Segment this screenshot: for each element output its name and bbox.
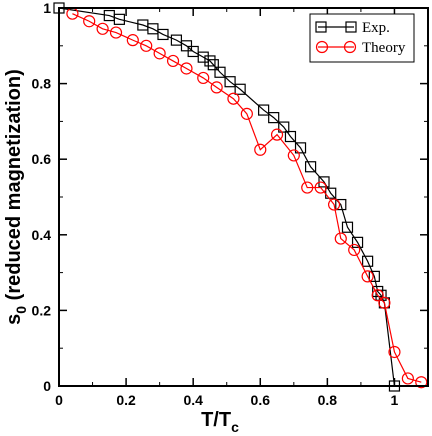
legend-label-exp: Exp. (362, 20, 390, 36)
y-axis-title-post: (reduced magnetization) (3, 69, 25, 306)
data-point-exp (368, 270, 380, 282)
legend-label-theory: Theory (362, 40, 406, 56)
series-theory (66, 7, 428, 389)
data-point-theory (327, 198, 341, 211)
x-axis-title-sub: c (231, 419, 239, 435)
legend-marker-theory (315, 40, 329, 54)
data-point-exp (224, 76, 236, 88)
y-tick-label: 0.4 (32, 227, 52, 243)
data-point-theory (361, 270, 374, 283)
y-tick-label: 0.2 (32, 302, 52, 318)
x-axis-title-main: T/T (201, 409, 231, 431)
legend-marker-exp (345, 21, 357, 33)
legend-marker-exp (315, 21, 327, 33)
data-point-theory (270, 128, 284, 141)
y-tick-label: 0.8 (32, 76, 52, 92)
data-point-exp (258, 104, 270, 116)
data-point-exp (341, 221, 354, 233)
data-point-theory (240, 107, 253, 120)
data-point-theory (180, 62, 193, 75)
legend: Exp. Theory (309, 13, 415, 63)
data-point-exp (197, 51, 209, 63)
x-tick-label: 0.6 (251, 392, 271, 408)
data-point-exp (278, 121, 290, 133)
data-point-theory (210, 81, 223, 94)
legend-entry-exp: Exp. (315, 20, 390, 36)
data-point-exp (362, 255, 374, 267)
data-point-theory (254, 143, 267, 156)
data-point-theory (153, 47, 166, 60)
data-point-exp (157, 28, 169, 41)
legend-marker-theory (343, 40, 357, 54)
data-point-theory (126, 34, 139, 47)
y-axis-title: s0 (reduced magnetization) (3, 69, 29, 325)
data-point-exp (113, 13, 125, 25)
y-tick-label: 0.6 (32, 151, 52, 167)
series-line-theory (72, 13, 422, 383)
data-point-exp (214, 66, 226, 78)
plot-frame (58, 7, 429, 387)
y-tick-label: 0 (43, 378, 51, 394)
plot-series (53, 2, 428, 392)
x-tick-label: 0 (55, 392, 63, 408)
data-point-exp (180, 40, 193, 52)
legend-entry-theory: Theory (315, 40, 406, 56)
data-point-theory (140, 39, 153, 52)
data-point-theory (388, 345, 401, 359)
data-point-theory (378, 296, 391, 309)
x-tick-label: 1 (391, 392, 399, 408)
y-tick-label: 1 (43, 0, 51, 16)
data-point-exp (187, 45, 199, 58)
data-point-exp (268, 112, 280, 124)
data-point-exp (284, 130, 297, 143)
series-exp (53, 2, 401, 392)
data-point-exp (147, 23, 159, 35)
data-point-theory (227, 92, 240, 105)
data-point-theory (371, 289, 384, 302)
data-point-theory (109, 26, 123, 39)
tick-labels: 0 0.2 0.4 0.6 0.8 1 0 0.2 0.4 0.6 0.8 1 (32, 0, 399, 408)
data-point-theory (348, 243, 361, 257)
data-point-theory (401, 372, 414, 385)
axis-ticks (58, 7, 428, 387)
data-point-theory (334, 232, 347, 245)
series-line-exp (58, 7, 396, 387)
data-point-exp (304, 161, 317, 173)
y-axis-title-sub: 0 (13, 306, 29, 314)
data-point-exp (372, 285, 384, 298)
data-point-exp (351, 236, 364, 248)
data-point-exp (335, 198, 347, 211)
data-point-theory (166, 54, 180, 68)
x-tick-label: 0.4 (183, 392, 203, 408)
data-point-exp (204, 55, 216, 67)
data-point-exp (294, 142, 307, 154)
data-point-theory (197, 71, 210, 85)
x-tick-label: 0.8 (318, 392, 338, 408)
data-point-theory (287, 149, 300, 162)
data-point-exp (170, 34, 183, 46)
y-axis-title-pre: s (3, 314, 25, 325)
data-point-theory (301, 181, 314, 194)
x-axis-title: T/Tc (201, 409, 239, 435)
data-point-theory (314, 181, 327, 194)
legend-box (309, 13, 415, 63)
x-tick-label: 0.2 (116, 392, 136, 408)
data-point-theory (415, 376, 428, 389)
data-point-exp (207, 59, 219, 71)
data-point-exp (234, 83, 246, 95)
data-point-theory (83, 15, 96, 28)
data-point-theory (96, 22, 109, 35)
